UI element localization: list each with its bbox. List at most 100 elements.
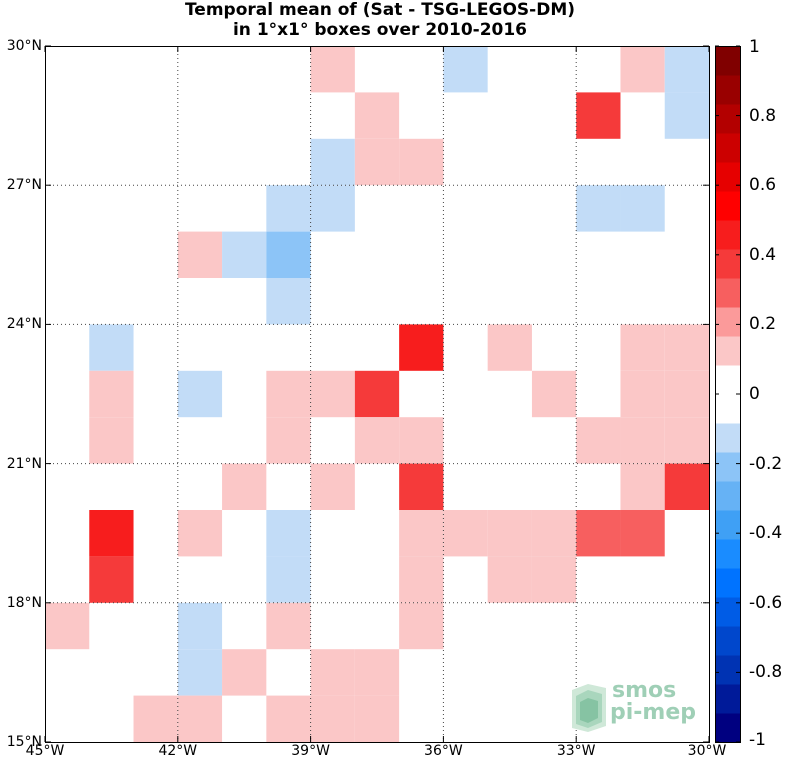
- data-cell: [266, 695, 311, 742]
- data-cell: [620, 463, 665, 510]
- data-cell: [531, 556, 577, 603]
- grid-lines: [45, 46, 709, 742]
- data-cell: [354, 417, 400, 464]
- x-tick-label: 45°W: [25, 743, 65, 759]
- data-cell: [222, 649, 267, 696]
- data-cell: [222, 231, 267, 278]
- colorbar-swatch: [715, 278, 740, 308]
- colorbar-label: -0.8: [749, 662, 783, 683]
- data-cell: [177, 510, 223, 557]
- data-cell: [531, 370, 577, 418]
- data-cell: [354, 370, 400, 418]
- y-tick-label: 24°N: [6, 316, 42, 333]
- data-cell: [222, 463, 267, 510]
- colorbar-label: 0.4: [749, 244, 777, 265]
- x-tick-label: 39°W: [291, 743, 330, 759]
- data-cell: [487, 510, 532, 557]
- colorbar-swatch: [715, 365, 740, 395]
- x-tick-label: 30°W: [687, 743, 727, 759]
- data-cell: [266, 278, 311, 325]
- data-cell: [620, 46, 665, 93]
- colorbar-label: 1: [749, 37, 760, 57]
- logo-text-pi-mep: pi-mep: [610, 700, 697, 725]
- colorbar-swatch: [715, 249, 740, 279]
- y-tick-label: 30°N: [6, 38, 42, 54]
- data-cell: [620, 324, 665, 371]
- data-cell: [664, 417, 709, 464]
- data-cell: [89, 556, 134, 603]
- data-cell: [89, 510, 134, 557]
- colorbar-swatch: [715, 46, 740, 76]
- y-tick-label: 27°N: [6, 177, 42, 194]
- data-cell: [266, 556, 311, 603]
- logo-text-smos: smos: [612, 678, 677, 703]
- data-cell: [310, 463, 355, 510]
- colorbar-swatch: [715, 162, 740, 192]
- data-cell: [487, 556, 532, 603]
- colorbar-label: 0.6: [749, 175, 777, 196]
- colorbar-swatch: [715, 336, 740, 366]
- data-cell: [266, 370, 311, 418]
- data-cell: [177, 370, 223, 418]
- colorbar-swatch: [715, 684, 740, 714]
- data-cell: [177, 231, 223, 278]
- data-cell: [133, 695, 178, 742]
- data-cell: [399, 556, 444, 603]
- data-cell: [664, 463, 709, 510]
- colorbar-swatch: [715, 394, 740, 424]
- data-cell: [354, 92, 400, 139]
- data-cell: [399, 324, 444, 371]
- data-cell: [620, 417, 665, 464]
- data-cell: [487, 324, 532, 371]
- y-tick-label: 15°N: [6, 734, 42, 750]
- data-cell: [310, 370, 355, 418]
- map-title-line1: Temporal mean of (Sat - TSG-LEGOS-DM): [184, 0, 576, 20]
- map-title-line2: in 1°x1° boxes over 2010-2016: [232, 20, 528, 40]
- map-frame: [45, 46, 710, 743]
- data-cell: [310, 649, 355, 696]
- data-cell: [399, 138, 444, 186]
- data-cell: [177, 602, 223, 650]
- colorbar-swatch: [715, 481, 740, 511]
- colorbar-label: -0.4: [749, 523, 783, 544]
- colorbar: [715, 45, 741, 743]
- colorbar-swatch: [715, 597, 740, 627]
- data-cell: [354, 138, 400, 186]
- colorbar-swatch: [715, 423, 740, 453]
- colorbar-swatch: [715, 133, 740, 163]
- data-cell: [266, 231, 311, 278]
- logo-mark-icon: [572, 684, 606, 732]
- data-cell: [266, 602, 311, 650]
- data-cell: [399, 417, 444, 464]
- data-cells: [45, 46, 709, 742]
- colorbar-label: -1: [749, 730, 766, 750]
- y-tick-label: 21°N: [6, 455, 42, 472]
- colorbar-swatch: [715, 307, 740, 337]
- data-cell: [576, 92, 621, 139]
- data-cell: [443, 510, 488, 557]
- data-cell: [620, 510, 665, 557]
- data-cell: [310, 695, 355, 742]
- y-tick-label: 18°N: [6, 594, 42, 611]
- data-cell: [620, 370, 665, 418]
- data-cell: [576, 417, 621, 464]
- data-cell: [664, 370, 709, 418]
- colorbar-swatch: [715, 452, 740, 482]
- colorbar-label: 0: [749, 384, 760, 404]
- data-cell: [620, 185, 665, 232]
- data-cell: [89, 324, 134, 371]
- data-cell: [266, 510, 311, 557]
- data-cell: [399, 510, 444, 557]
- data-cell: [266, 185, 311, 232]
- axis-ticks: [44, 45, 710, 743]
- data-cell: [399, 602, 444, 650]
- data-cell: [310, 138, 355, 186]
- data-cell: [664, 92, 709, 139]
- data-cell: [443, 46, 488, 93]
- colorbar-swatch: [715, 568, 740, 598]
- data-cell: [177, 695, 223, 742]
- data-cell: [45, 602, 90, 650]
- data-cell: [576, 185, 621, 232]
- data-cell: [266, 417, 311, 464]
